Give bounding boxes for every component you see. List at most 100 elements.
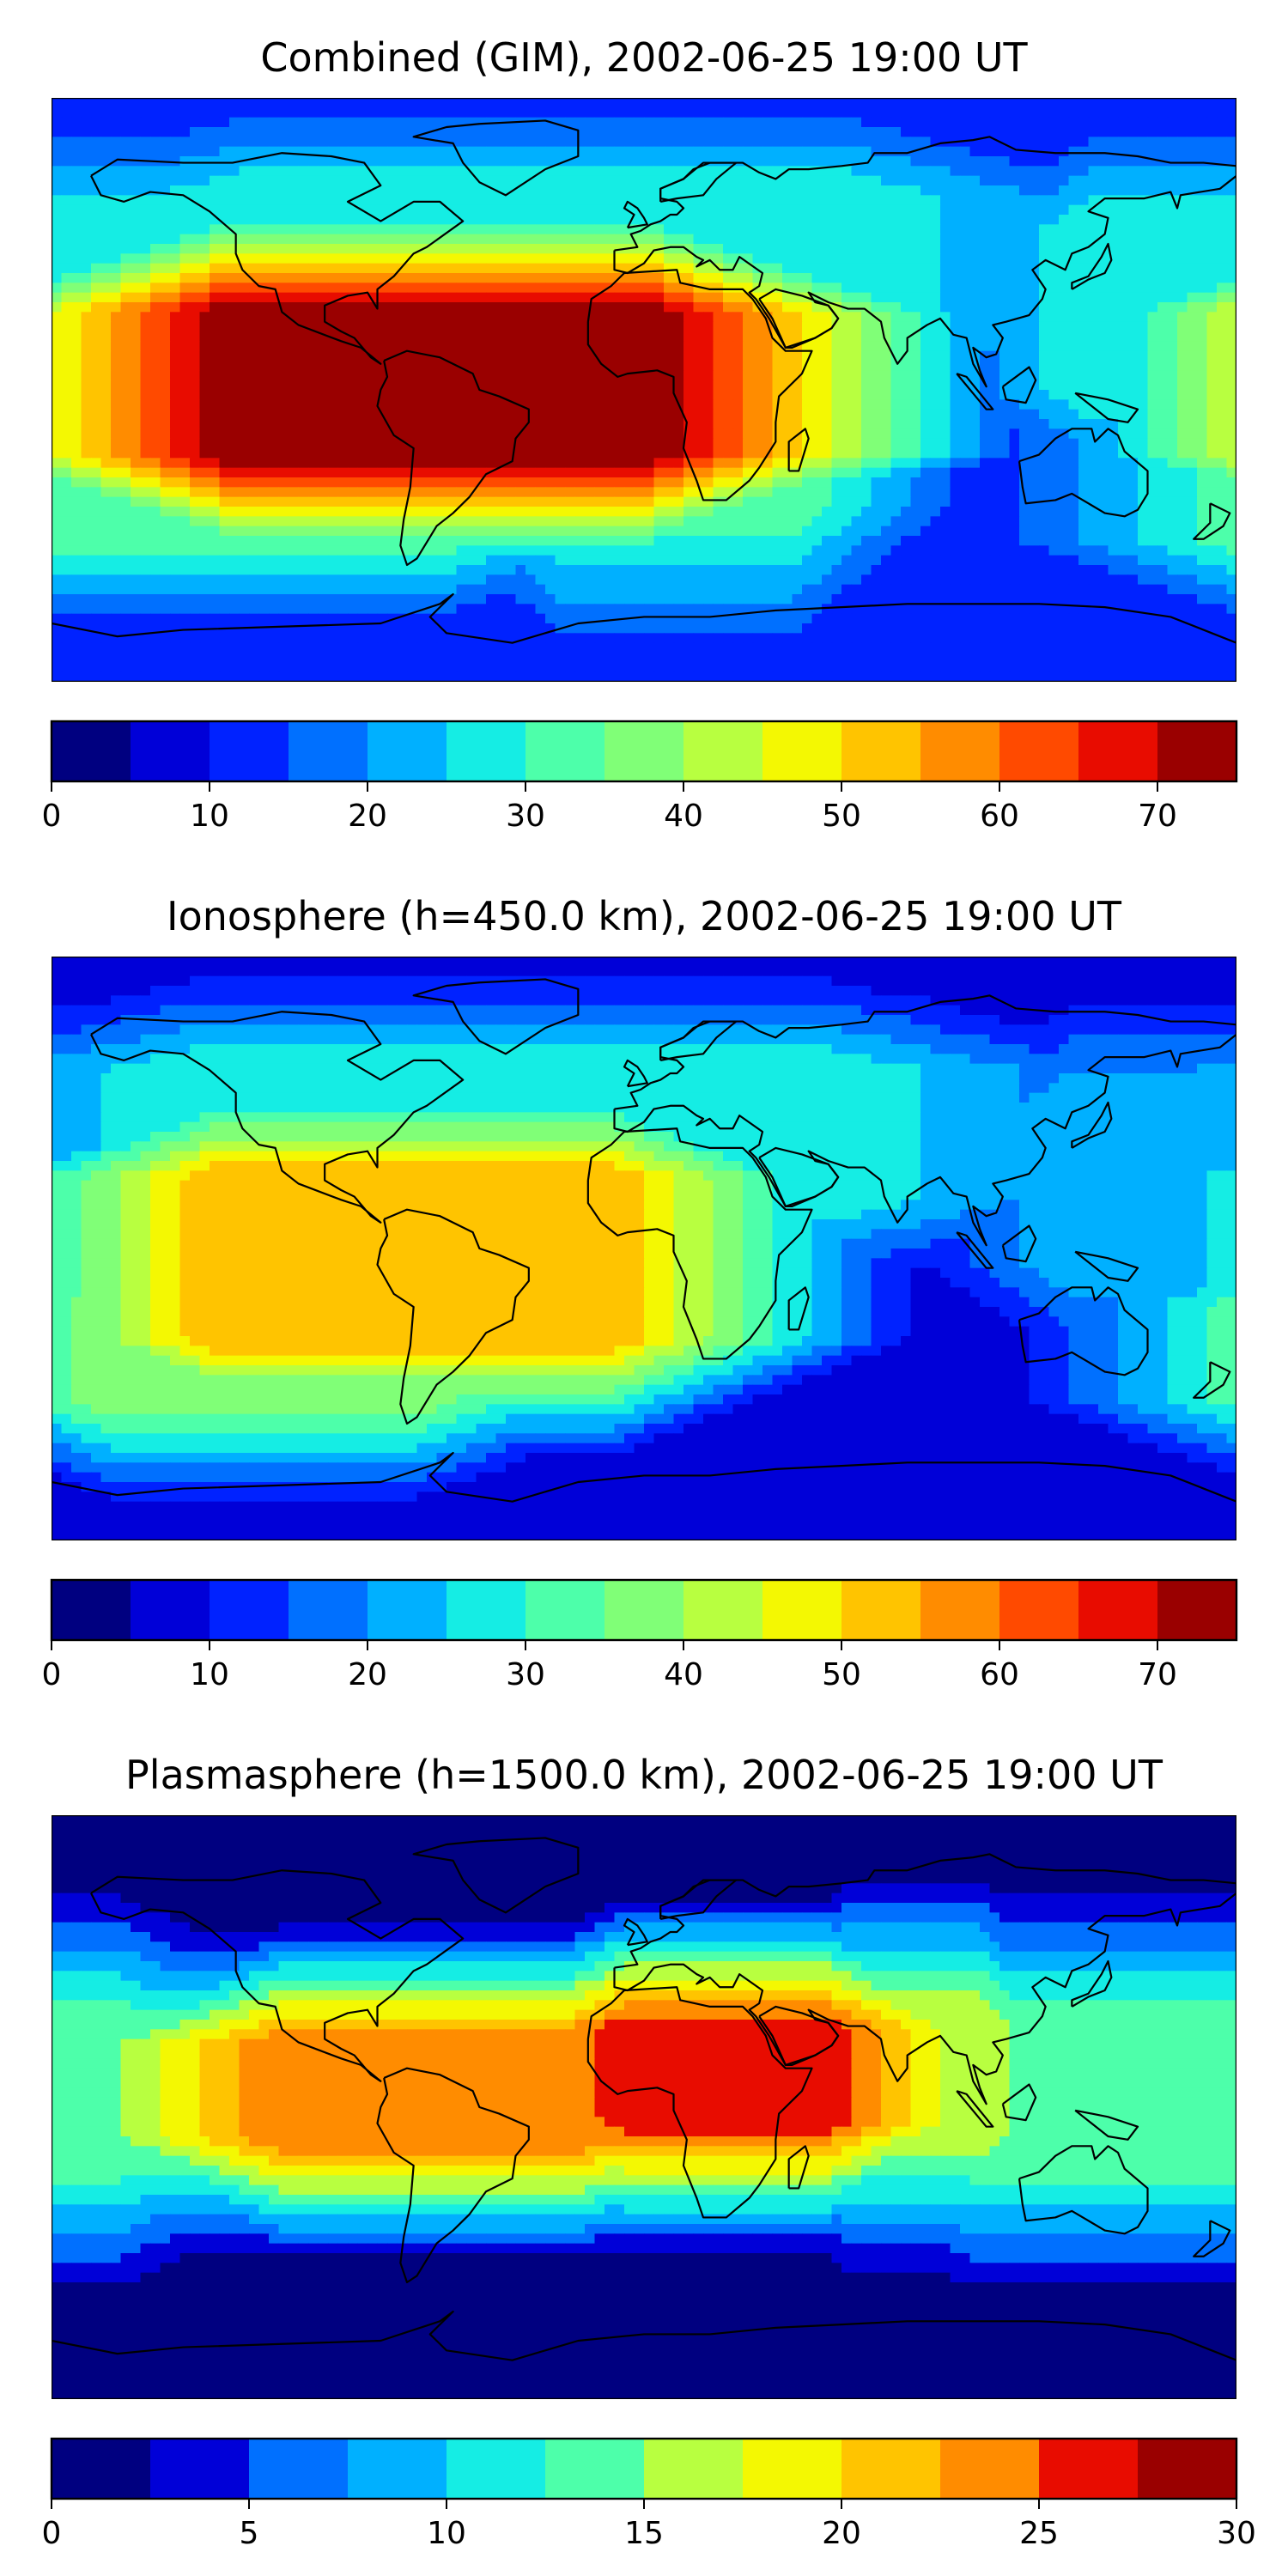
tec-contour-cell: [71, 166, 82, 177]
tec-contour-cell: [585, 156, 596, 167]
tec-contour-cell: [555, 438, 566, 449]
tec-contour-cell: [1088, 234, 1099, 245]
tec-contour-cell: [190, 467, 201, 478]
tec-contour-cell: [337, 215, 349, 225]
tec-contour-cell: [822, 438, 833, 449]
tec-contour-cell: [397, 458, 408, 469]
tec-contour-cell: [723, 127, 734, 137]
tec-contour-cell: [179, 380, 191, 391]
tec-contour-cell: [980, 253, 991, 264]
tec-contour-cell: [1157, 361, 1169, 371]
tec-contour-cell: [535, 204, 546, 216]
tec-contour-cell: [318, 127, 329, 137]
tec-contour-cell: [1147, 467, 1158, 478]
tec-contour-cell: [1226, 166, 1236, 177]
tec-contour-cell: [486, 107, 497, 118]
tec-contour-cell: [574, 146, 586, 157]
tec-contour-cell: [150, 253, 161, 264]
tec-contour-cell: [427, 185, 438, 196]
tec-contour-cell: [495, 428, 507, 440]
tec-contour-cell: [624, 419, 635, 429]
tec-contour-cell: [574, 215, 586, 225]
tec-contour-cell: [229, 244, 240, 254]
tec-contour-cell: [436, 224, 447, 235]
tec-contour-cell: [1118, 419, 1129, 429]
tec-contour-cell: [179, 234, 191, 245]
tec-contour-cell: [989, 409, 1000, 420]
tec-contour-cell: [1108, 331, 1119, 342]
tec-contour-cell: [743, 321, 754, 332]
tec-contour-cell: [989, 185, 1000, 196]
tec-contour-cell: [930, 244, 941, 254]
tec-contour-cell: [348, 438, 359, 449]
tec-contour-cell: [170, 496, 181, 507]
tec-contour-cell: [930, 487, 941, 498]
tec-contour-cell: [723, 321, 734, 332]
tec-contour-cell: [377, 244, 388, 254]
tec-contour-cell: [210, 127, 221, 137]
tec-contour-cell: [861, 292, 872, 303]
tec-contour-cell: [52, 419, 63, 429]
tec-contour-cell: [960, 390, 971, 400]
tec-contour-cell: [337, 166, 349, 177]
tec-contour-cell: [752, 244, 763, 254]
tec-contour-cell: [762, 350, 774, 361]
tec-contour-cell: [624, 458, 635, 469]
tec-contour-cell: [515, 292, 526, 303]
tec-contour-cell: [1187, 321, 1198, 332]
tec-contour-cell: [752, 409, 763, 420]
tec-contour-cell: [1187, 361, 1198, 371]
tec-contour-cell: [258, 292, 270, 303]
tec-contour-cell: [634, 137, 645, 148]
tec-contour-cell: [61, 127, 72, 137]
tec-contour-cell: [1127, 341, 1139, 352]
tec-contour-cell: [120, 361, 131, 371]
tec-contour-cell: [901, 253, 912, 264]
tec-contour-cell: [999, 195, 1011, 206]
tec-contour-cell: [743, 273, 754, 283]
tec-contour-cell: [960, 234, 971, 245]
tec-contour-cell: [565, 361, 576, 371]
tec-contour-cell: [989, 341, 1000, 352]
tec-contour-cell: [1226, 185, 1236, 196]
tec-contour-cell: [713, 477, 724, 488]
tec-contour-cell: [61, 477, 72, 488]
tec-contour-cell: [466, 195, 477, 206]
tec-contour-cell: [802, 419, 813, 429]
tec-contour-cell: [752, 390, 763, 400]
tec-contour-cell: [52, 370, 63, 381]
tec-contour-cell: [565, 234, 576, 245]
tec-contour-cell: [890, 390, 902, 400]
tec-contour-cell: [278, 399, 289, 410]
tec-contour-cell: [1226, 127, 1236, 137]
tec-contour-cell: [150, 146, 161, 157]
tec-contour-cell: [871, 409, 882, 420]
tec-contour-cell: [416, 224, 428, 235]
tec-contour-cell: [1059, 341, 1070, 352]
tec-contour-cell: [486, 341, 497, 352]
tec-contour-cell: [743, 166, 754, 177]
tec-contour-cell: [476, 127, 487, 137]
tec-contour-cell: [752, 156, 763, 167]
tec-contour-cell: [841, 263, 853, 274]
tec-contour-cell: [111, 438, 122, 449]
tec-contour-cell: [111, 166, 122, 177]
tec-contour-cell: [1127, 428, 1139, 440]
tec-contour-cell: [624, 428, 635, 440]
tec-contour-cell: [555, 428, 566, 440]
tec-contour-cell: [328, 273, 339, 283]
tec-contour-cell: [1098, 419, 1109, 429]
tec-contour-cell: [1029, 390, 1040, 400]
tec-contour-cell: [811, 283, 823, 294]
tec-contour-cell: [752, 312, 763, 323]
tec-contour-cell: [318, 448, 329, 459]
tec-contour-cell: [545, 283, 556, 294]
tec-contour-cell: [190, 283, 201, 294]
tec-contour-cell: [1226, 370, 1236, 381]
tec-contour-cell: [851, 117, 862, 128]
tec-contour-cell: [910, 477, 921, 488]
tec-contour-cell: [1039, 380, 1050, 391]
tec-contour-cell: [989, 117, 1000, 128]
tec-contour-cell: [348, 409, 359, 420]
tec-contour-cell: [1187, 195, 1198, 206]
